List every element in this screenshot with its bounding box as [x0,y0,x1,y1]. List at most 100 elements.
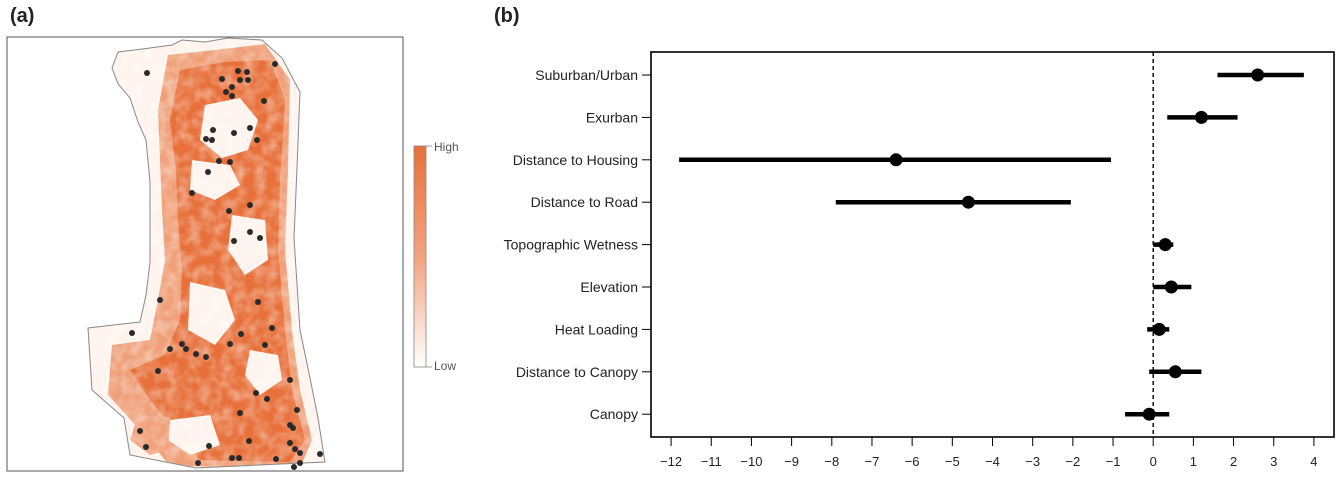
y-tick-label: Elevation [580,279,638,295]
y-tick-label: Suburban/Urban [535,67,638,83]
sample-point [157,297,163,303]
sample-point [287,377,293,383]
y-tick-label: Heat Loading [555,321,638,337]
x-tick-label: 0 [1150,454,1157,469]
estimate-point [1164,280,1178,294]
sample-point [247,202,253,208]
sample-point [226,208,232,214]
sample-point [143,444,149,450]
sample-point [129,330,135,336]
sample-point [203,136,209,142]
estimate-point [1158,238,1172,252]
legend-colorbar [413,145,427,368]
sample-point [206,443,212,449]
sample-point [229,84,235,90]
x-tick-label: −9 [784,454,799,469]
sample-point [261,98,267,104]
legend-low-label: Low [434,359,457,373]
sample-point [179,341,185,347]
plot-frame [650,51,1335,438]
sample-point [244,69,250,75]
sample-point [291,464,297,470]
sample-point [137,428,143,434]
sample-point [254,137,260,143]
sample-point [210,127,216,133]
sample-point [205,169,211,175]
sample-point [223,89,229,95]
sample-point [245,77,251,83]
x-tick-label: −12 [660,454,682,469]
estimate-point [961,195,975,209]
sample-point [219,76,225,82]
sample-point [257,235,263,241]
estimate-point [1142,407,1156,421]
sample-point [297,450,303,456]
sample-point [264,396,270,402]
sample-point [290,425,296,431]
sample-point [195,460,201,466]
sample-point [247,125,253,131]
legend-high-label: High [434,140,459,154]
sample-point [144,70,150,76]
sample-point [292,446,298,452]
sample-point [183,346,189,352]
sample-point [317,451,323,457]
sample-point [231,130,237,136]
sample-point [216,158,222,164]
sample-point [193,351,199,357]
x-tick-label: −1 [1106,454,1121,469]
habitat-map [6,36,432,472]
x-tick-label: −3 [1025,454,1040,469]
x-tick-label: −4 [985,454,1000,469]
x-tick-label: −10 [740,454,762,469]
y-tick-label: Exurban [586,109,638,125]
y-tick-label: Distance to Canopy [516,364,638,380]
sample-point [262,342,268,348]
x-tick-label: −2 [1065,454,1080,469]
sample-point [273,456,279,462]
sample-point [231,238,237,244]
sample-point [253,390,259,396]
sample-points [129,61,323,470]
y-tick-label: Topographic Wetness [504,237,638,253]
sample-point [155,368,161,374]
sample-point [227,159,233,165]
sample-point [227,341,233,347]
panel-b-label: (b) [494,5,520,27]
sample-point [235,68,241,74]
region-outline [87,37,326,469]
x-tick-label: −7 [865,454,880,469]
sample-point [189,190,195,196]
x-tick-label: 4 [1310,454,1317,469]
y-tick-label: Distance to Housing [513,152,638,168]
sample-point [246,438,252,444]
sample-point [255,299,261,305]
x-tick-label: 1 [1190,454,1197,469]
sample-point [167,346,173,352]
sample-point [237,77,243,83]
estimate-point [1168,365,1182,379]
x-tick-label: −8 [824,454,839,469]
sample-point [238,331,244,337]
sample-point [209,137,215,143]
panel-a-label: (a) [10,5,35,27]
sample-point [203,354,209,360]
estimate-point [1194,110,1208,124]
x-tick-label: −5 [945,454,960,469]
sample-point [297,460,303,466]
y-tick-label: Distance to Road [531,194,638,210]
sample-point [269,325,275,331]
sample-point [294,407,300,413]
x-tick-label: 3 [1270,454,1277,469]
sample-point [287,440,293,446]
estimate-point [1152,322,1166,336]
sample-point [272,61,278,67]
sample-point [247,229,253,235]
sample-point [237,410,243,416]
x-tick-label: 2 [1230,454,1237,469]
estimate-point [889,153,903,167]
estimate-point [1251,68,1265,82]
sample-point [229,455,235,461]
sample-point [236,455,242,461]
